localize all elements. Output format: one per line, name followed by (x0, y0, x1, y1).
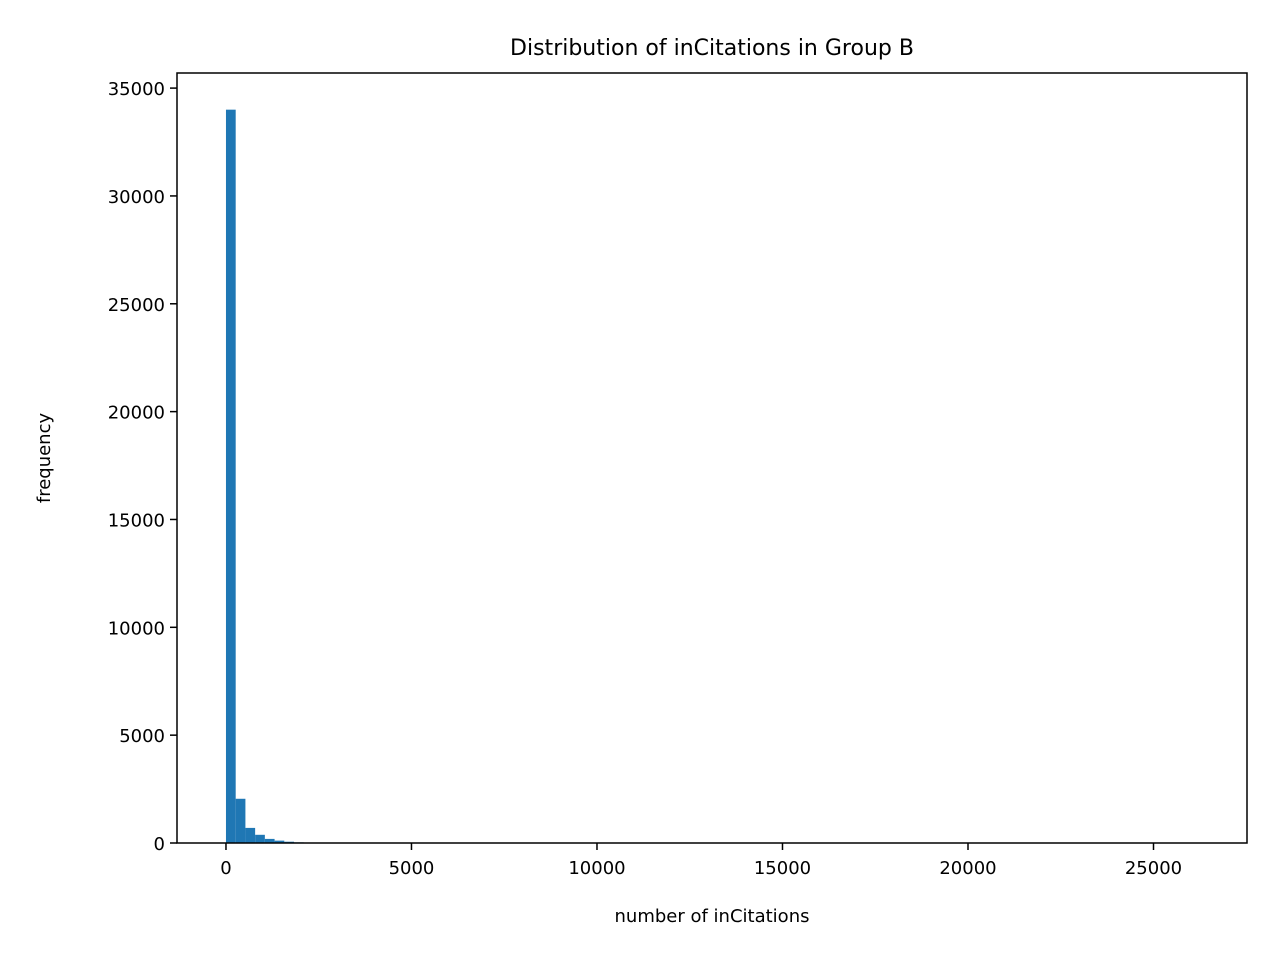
x-tick-label: 5000 (389, 858, 435, 879)
y-tick-label: 25000 (108, 295, 165, 316)
histogram-bar-2 (245, 827, 256, 843)
x-tick-label: 25000 (1125, 858, 1182, 879)
x-tick-label: 20000 (939, 858, 996, 879)
histogram-bar-0 (225, 109, 236, 844)
y-axis-ticks: 0 5000 10000 15000 20000 25000 30000 35000 (108, 79, 177, 855)
x-axis-label: number of inCitations (615, 906, 810, 927)
y-tick-label: 30000 (108, 187, 165, 208)
y-tick-label: 0 (154, 834, 165, 855)
histogram-bar-5 (274, 840, 285, 843)
y-axis-label: frequency (34, 413, 55, 504)
y-tick-label: 20000 (108, 403, 165, 424)
y-tick-label: 5000 (119, 726, 165, 747)
histogram-bars (225, 109, 324, 844)
plot-frame (176, 72, 1248, 844)
y-tick-label: 35000 (108, 79, 165, 100)
y-tick-label: 10000 (108, 618, 165, 639)
x-tick-label: 10000 (568, 858, 625, 879)
histogram-bar-4 (264, 838, 275, 843)
chart-title: Distribution of inCitations in Group B (510, 36, 914, 61)
histogram-bar-3 (255, 834, 265, 843)
x-axis-ticks: 0 5000 10000 15000 20000 25000 (220, 843, 1182, 879)
x-tick-label: 0 (220, 858, 231, 879)
y-tick-label: 15000 (108, 510, 165, 531)
histogram-bar-1 (235, 798, 246, 843)
x-tick-label: 15000 (754, 858, 811, 879)
